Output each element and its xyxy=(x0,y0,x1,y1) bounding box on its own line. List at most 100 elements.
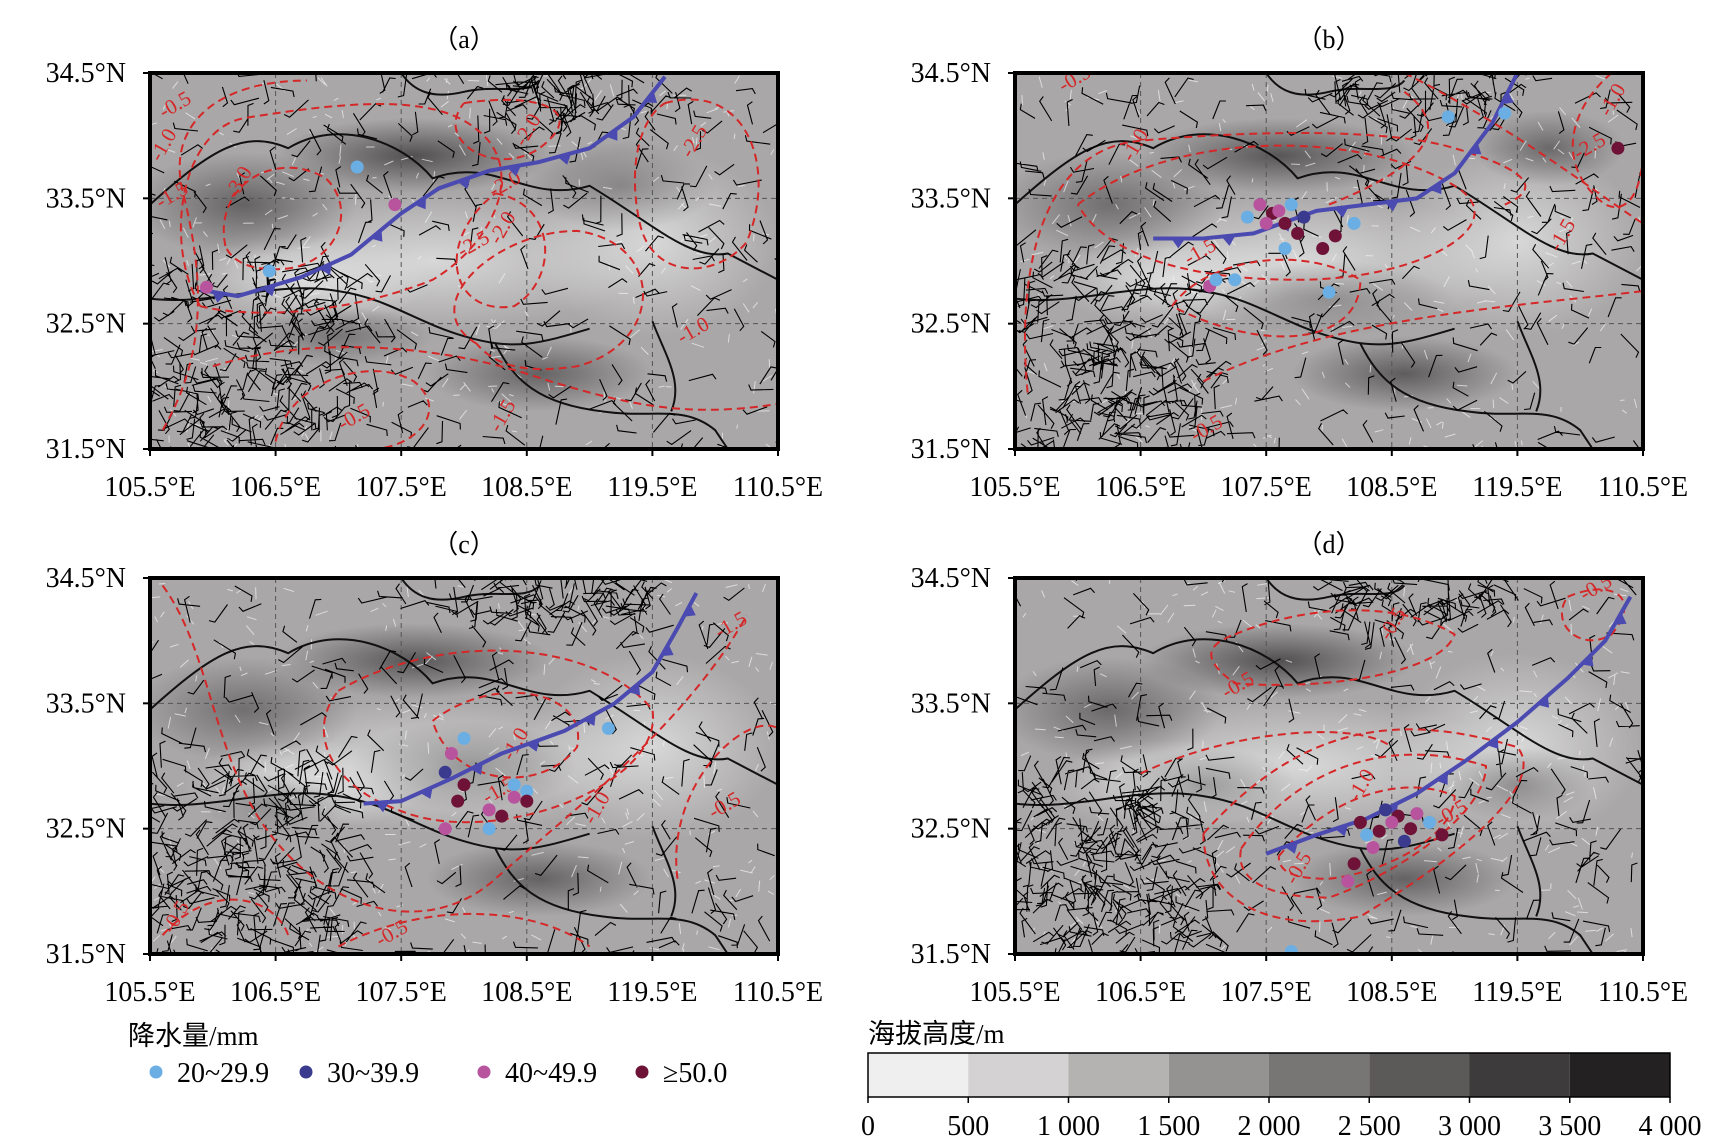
axis-ticks: 105.5°E 106.5°E 107.5°E 108.5°E 119.5°E 110.5… xyxy=(911,563,1689,1008)
precip-legend-label: 40~49.9 xyxy=(505,1058,597,1089)
colorbar-segment xyxy=(1469,1053,1570,1097)
map-panel-d: （d） -0.5-0.5-0.5-1.0-0.5-0.5 105.5°E 106.5°… xyxy=(911,530,1689,1008)
x-tick-label: 107.5°E xyxy=(356,472,447,503)
precip-station xyxy=(1347,216,1361,230)
precip-station xyxy=(350,160,364,174)
precip-station xyxy=(1278,242,1292,255)
shear-line-marker xyxy=(1501,91,1514,105)
y-tick-label: 31.5°N xyxy=(46,939,126,970)
precip-station xyxy=(1228,273,1242,287)
shear-line-marker xyxy=(1486,736,1499,749)
colorbar-tick-label: 2 000 xyxy=(1238,1111,1301,1139)
shear-line xyxy=(1153,73,1520,241)
precip-station xyxy=(482,822,496,836)
precip-station xyxy=(601,721,615,735)
precip-station xyxy=(520,794,534,808)
y-tick-label: 34.5°N xyxy=(46,58,126,89)
x-tick-label: 110.5°E xyxy=(733,472,823,503)
precip-station xyxy=(1316,242,1330,255)
y-tick-label: 32.5°N xyxy=(46,814,126,845)
shear-line-marker xyxy=(1334,206,1349,218)
shear-line xyxy=(199,75,667,299)
vorticity-contour xyxy=(1571,73,1643,208)
y-tick-label: 32.5°N xyxy=(911,309,991,340)
province-boundary xyxy=(1015,792,1455,851)
province-boundary xyxy=(1359,343,1594,449)
province-boundary xyxy=(150,133,778,281)
colorbar-segment xyxy=(1369,1053,1470,1097)
terrain-ridge xyxy=(1442,747,1593,823)
vorticity-contour xyxy=(453,229,644,371)
shear-line-marker xyxy=(1384,200,1399,212)
x-tick-label: 108.5°E xyxy=(481,472,572,503)
colorbar-tick-label: 1 000 xyxy=(1037,1111,1100,1139)
precip-station xyxy=(1423,815,1436,829)
vorticity-contour xyxy=(1140,731,1393,775)
terrain-ridge xyxy=(426,336,653,412)
shear-line-marker xyxy=(1537,695,1550,708)
map-area: -0.5-1.0-1.5 -1.5-2.5-1.0-0.5 xyxy=(1015,73,1643,449)
precip-station xyxy=(438,765,452,779)
precip-station xyxy=(444,747,458,760)
precip-station xyxy=(1404,822,1418,836)
terrain-ridge xyxy=(150,151,358,258)
precip-station xyxy=(1441,110,1455,124)
precip-station xyxy=(1353,815,1367,829)
shear-line-marker xyxy=(1581,654,1594,667)
vorticity-contour xyxy=(1023,131,1527,393)
elevation-colorbar: 海拔高度/m 0 500 1 000 1 500 2 000 2 500 3 000 3 500… xyxy=(861,1019,1702,1142)
x-tick-label: 110.5°E xyxy=(1598,472,1688,503)
shear-line xyxy=(1265,595,1633,856)
y-tick-label: 33.5°N xyxy=(46,688,126,719)
province-boundary xyxy=(1516,825,1542,917)
shear-line-marker xyxy=(212,291,226,303)
vorticity-contour xyxy=(1277,786,1456,880)
x-tick-label: 106.5°E xyxy=(230,977,321,1008)
shear-line-marker xyxy=(319,263,333,276)
precip-station xyxy=(1259,216,1273,230)
wind-barbs xyxy=(1015,73,1643,449)
province-boundary xyxy=(651,825,677,917)
y-tick-label: 34.5°N xyxy=(911,563,991,594)
x-tick-label: 110.5°E xyxy=(733,977,823,1008)
shear-line-marker xyxy=(628,683,640,696)
precip-legend-swatch xyxy=(635,1065,649,1079)
vorticity-contour xyxy=(222,166,343,271)
terrain-lowland xyxy=(526,653,778,842)
shear-line-marker xyxy=(1334,824,1349,837)
precip-station xyxy=(1322,285,1336,299)
shear-line-marker xyxy=(470,762,483,775)
vorticity-contour xyxy=(1210,609,1456,686)
map-frame xyxy=(1013,576,1645,956)
precip-station xyxy=(1347,857,1361,871)
vorticity-contour xyxy=(1202,728,1525,923)
shear-line-marker xyxy=(262,284,276,297)
x-tick-label: 105.5°E xyxy=(104,977,195,1008)
panel-label: （c） xyxy=(432,530,496,559)
province-boundary xyxy=(1015,287,1455,346)
province-boundary xyxy=(400,578,541,601)
province-boundary xyxy=(494,848,729,954)
shear-line-marker xyxy=(414,197,426,210)
colorbar-segment xyxy=(868,1053,969,1097)
precip-station xyxy=(262,264,276,278)
vorticity-contour xyxy=(1076,144,1476,281)
precip-legend-title: 降水量/mm xyxy=(128,1021,259,1051)
map-area: -0.5-0.5-0.5-1.0-0.5-0.5 xyxy=(1015,578,1643,954)
vorticity-contour xyxy=(161,584,748,913)
vorticity-contour xyxy=(1171,258,1362,338)
precip-station xyxy=(1284,945,1298,954)
province-boundary xyxy=(150,638,778,786)
province-boundary xyxy=(494,343,729,449)
precip-station xyxy=(482,803,496,817)
terrain-ridge xyxy=(150,656,358,763)
colorbar-tick-label: 3 000 xyxy=(1438,1111,1501,1139)
precip-legend-swatch xyxy=(477,1065,491,1079)
colorbar-segment xyxy=(1569,1053,1670,1097)
shear-line-marker xyxy=(683,604,696,617)
y-tick-label: 32.5°N xyxy=(911,814,991,845)
panel-label: （b） xyxy=(1296,25,1361,54)
